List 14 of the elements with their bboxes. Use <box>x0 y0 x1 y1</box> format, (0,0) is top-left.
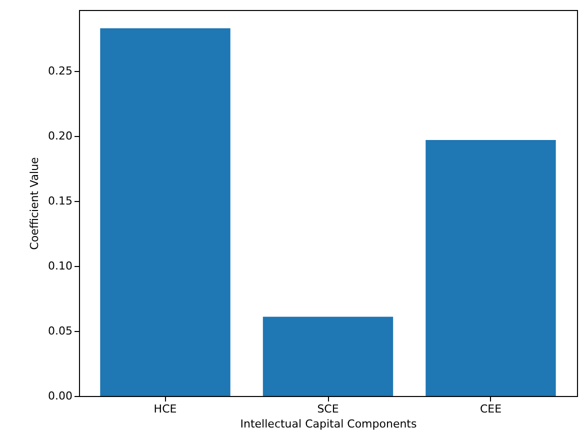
x-tick-label: CEE <box>480 402 502 416</box>
x-axis-title: Intellectual Capital Components <box>240 418 417 430</box>
bar <box>262 316 394 396</box>
y-tick-label: 0.20 <box>48 130 72 143</box>
y-tick-label: 0.15 <box>48 194 72 208</box>
y-tick-label: 0.05 <box>48 324 72 338</box>
x-tick-label: HCE <box>154 402 177 416</box>
bar <box>426 140 556 396</box>
y-tick-label: 0.00 <box>48 390 72 402</box>
x-tick-label: SCE <box>317 402 339 416</box>
y-tick-label: 0.25 <box>48 64 72 78</box>
y-tick-label: 0.10 <box>48 260 72 273</box>
bar <box>100 28 230 396</box>
y-axis-title: Coefficient Value <box>28 156 42 250</box>
